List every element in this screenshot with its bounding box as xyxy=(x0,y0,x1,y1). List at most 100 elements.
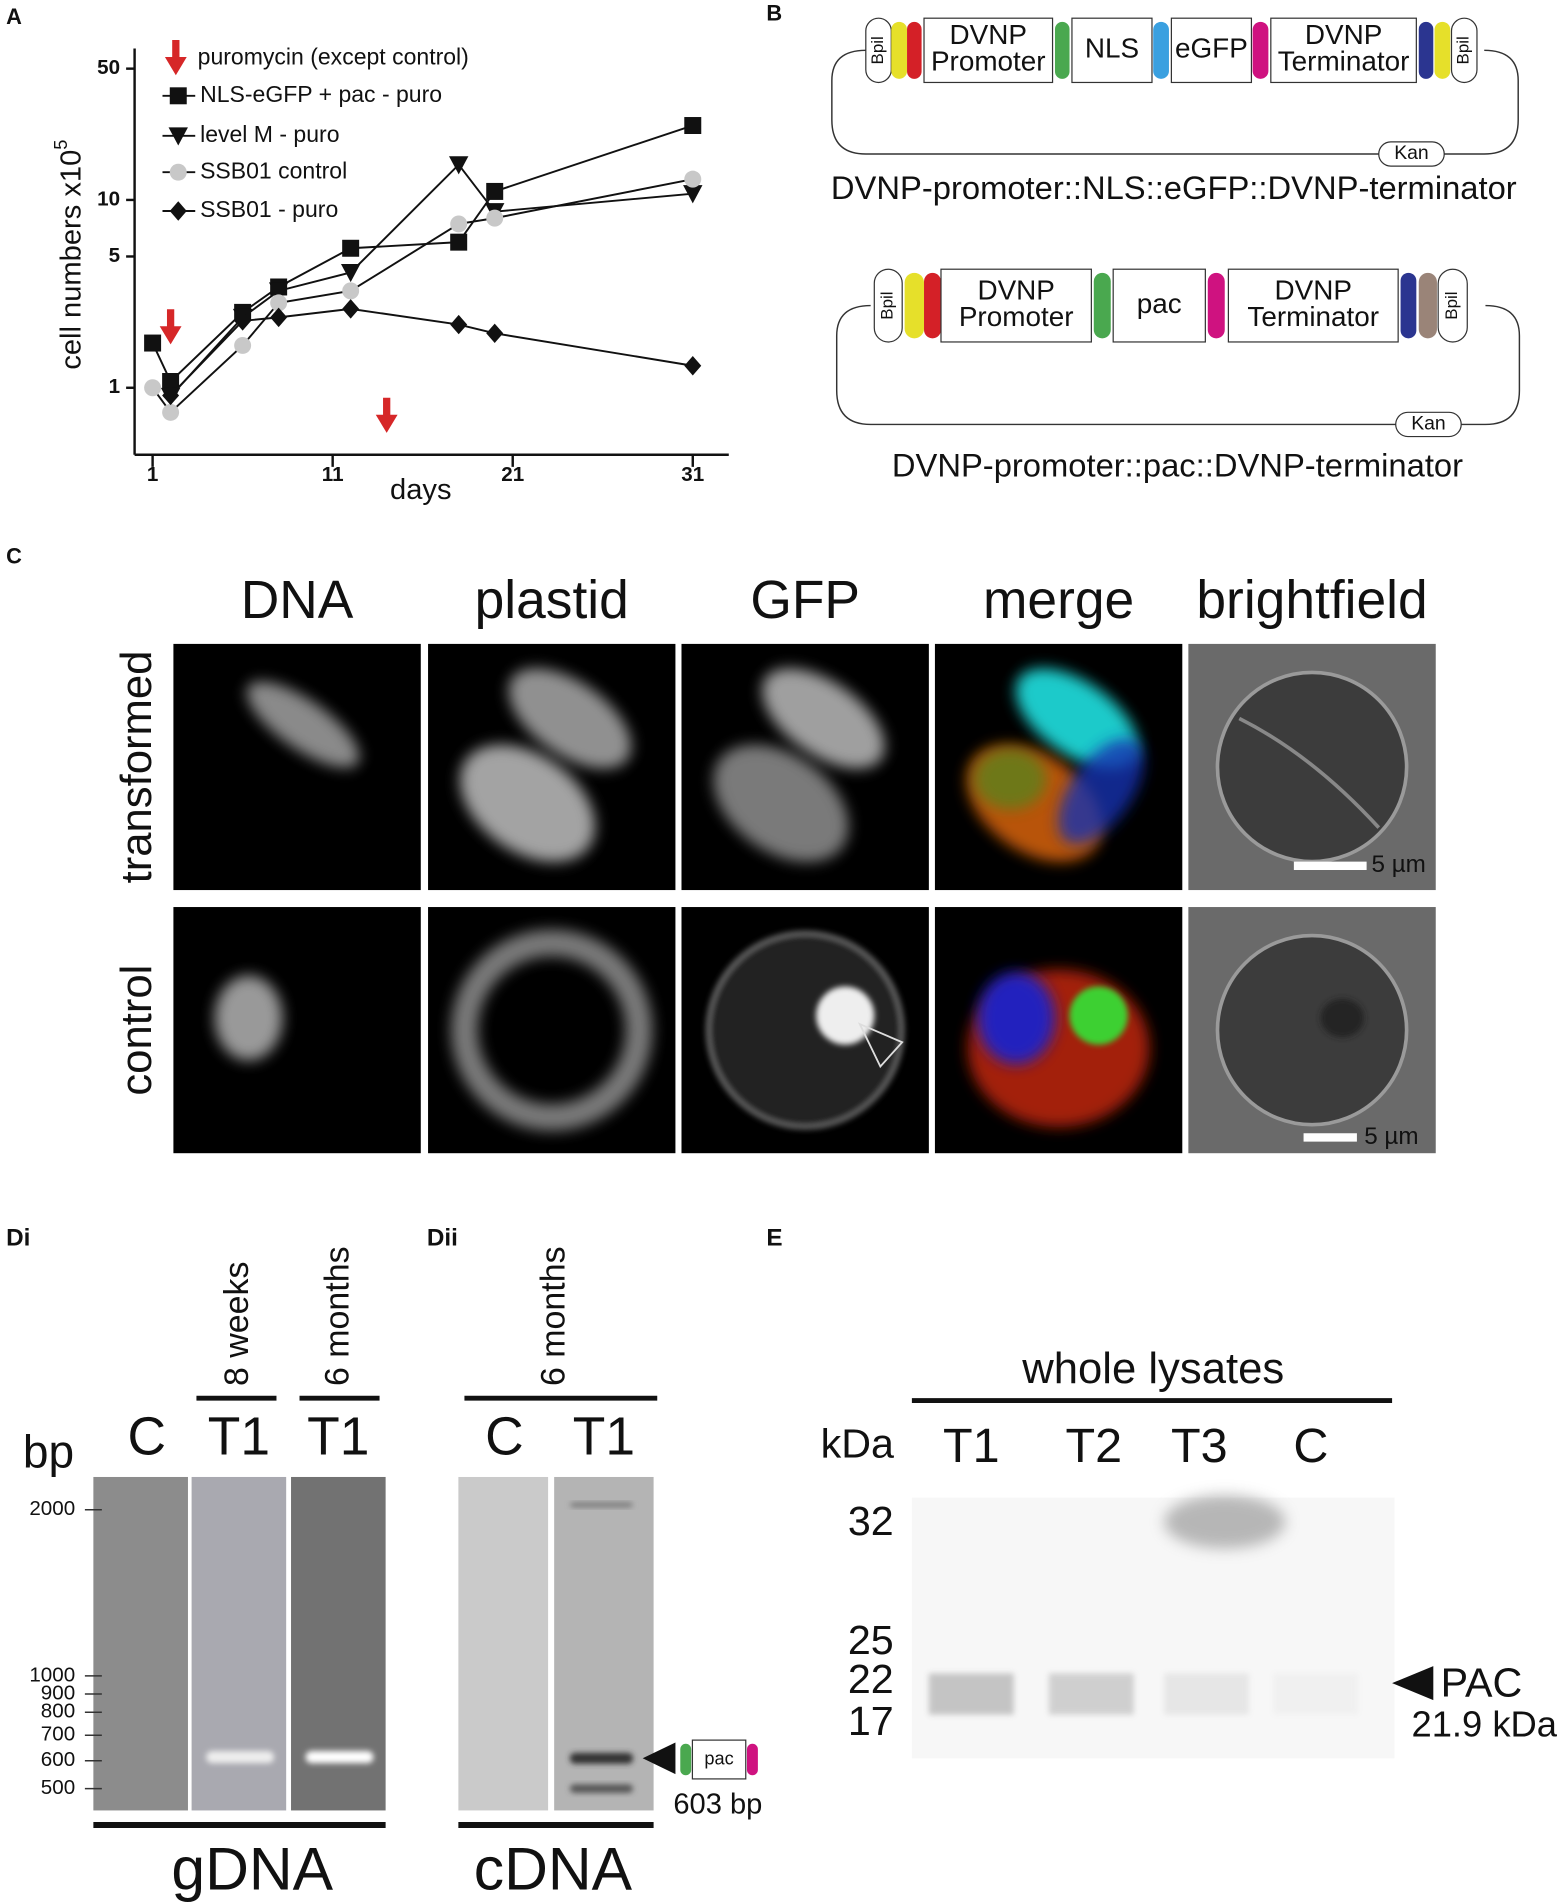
data-point xyxy=(162,403,180,421)
image-feature xyxy=(977,971,1055,1065)
data-point xyxy=(144,379,162,397)
legend-label: NLS-eGFP + pac - puro xyxy=(200,81,442,107)
overhang xyxy=(1153,21,1169,79)
plasmid-backbone xyxy=(831,49,1519,155)
data-point xyxy=(684,170,702,188)
puromycin-arrow xyxy=(375,397,398,433)
lane-label: T3 xyxy=(1171,1419,1228,1473)
image-feature xyxy=(1069,986,1128,1045)
panel-label: E xyxy=(766,1225,782,1252)
data-point xyxy=(342,299,360,319)
legend-marker xyxy=(169,163,187,181)
data-point xyxy=(268,282,289,301)
gel-band xyxy=(569,1784,633,1793)
column-header: plastid xyxy=(475,571,629,630)
lane-label: T1 xyxy=(943,1419,1000,1473)
data-point xyxy=(486,323,504,343)
overhang xyxy=(1418,21,1434,79)
part-box xyxy=(940,268,1092,343)
part-label: DVNP Terminator xyxy=(1278,19,1410,76)
sample-label: gDNA xyxy=(171,1835,333,1902)
data-point xyxy=(340,263,361,283)
construct-caption: DVNP-promoter::NLS::eGFP::DVNP-terminato… xyxy=(831,169,1517,206)
image-feature xyxy=(713,744,849,863)
bpil-site xyxy=(873,268,903,343)
image-feature xyxy=(1015,668,1139,769)
y-tick-label: 5 xyxy=(109,244,120,267)
unit-label: bp xyxy=(23,1425,74,1477)
part-label: DVNP Promoter xyxy=(931,19,1046,76)
data-point xyxy=(450,314,468,335)
x-tick-label: 1 xyxy=(147,463,158,486)
data-point xyxy=(448,156,469,175)
panel-label: Di xyxy=(6,1225,30,1252)
kan-marker xyxy=(1378,141,1445,167)
data-point xyxy=(270,307,288,328)
y-tick-label: 50 xyxy=(97,56,120,79)
bpil-label: Bpil xyxy=(868,36,887,64)
panel-label: Dii xyxy=(427,1225,458,1252)
data-point xyxy=(342,282,360,300)
lane-group-label: 6 months xyxy=(534,1246,572,1386)
row-label: control xyxy=(112,965,161,1096)
overhang xyxy=(907,21,922,79)
image-feature xyxy=(816,986,875,1045)
ladder-label: 2000 xyxy=(29,1497,75,1520)
column-header: GFP xyxy=(750,571,860,630)
cell-outline xyxy=(1215,933,1409,1127)
part-box xyxy=(923,17,1054,84)
construct-caption: DVNP-promoter::pac::DVNP-terminator xyxy=(892,447,1463,484)
product-size: 603 bp xyxy=(673,1788,762,1820)
image-feature xyxy=(1320,998,1365,1038)
gel-band xyxy=(569,1752,633,1764)
mw-label: 22 xyxy=(848,1656,894,1702)
y-axis-label-exponent: 5 xyxy=(51,140,71,150)
data-point xyxy=(450,233,468,251)
data-point xyxy=(450,215,468,233)
image-feature xyxy=(214,975,283,1061)
part-box xyxy=(691,1739,747,1780)
ladder-label: 1000 xyxy=(29,1663,75,1686)
x-tick-label: 31 xyxy=(681,463,704,486)
blot-band xyxy=(1048,1673,1134,1715)
data-point xyxy=(234,336,252,354)
part-box xyxy=(1227,268,1399,343)
legend-marker xyxy=(169,87,187,105)
part-box xyxy=(1270,17,1417,84)
y-tick-label: 10 xyxy=(97,187,120,210)
unit-label: kDa xyxy=(821,1421,894,1467)
lane-label: T1 xyxy=(208,1408,270,1467)
overhang xyxy=(891,21,908,79)
lane-label: C xyxy=(485,1408,524,1467)
image-feature xyxy=(1164,1495,1286,1549)
part-label: DVNP Terminator xyxy=(1247,275,1379,332)
blot-band xyxy=(928,1673,1014,1715)
data-point xyxy=(684,117,702,135)
image-feature xyxy=(246,681,360,768)
cell-ring xyxy=(705,930,905,1130)
mw-label: 25 xyxy=(848,1617,894,1663)
legend-marker xyxy=(168,127,188,146)
bpil-label: Bpil xyxy=(1454,36,1473,64)
gel-lane xyxy=(93,1476,188,1811)
blot xyxy=(911,1497,1395,1759)
overhang xyxy=(1054,21,1070,79)
overhang xyxy=(1252,21,1269,79)
overhang xyxy=(1400,272,1417,339)
micrograph xyxy=(173,907,421,1154)
gel-band xyxy=(206,1751,275,1764)
legend-arrow xyxy=(164,40,187,76)
ladder-label: 800 xyxy=(41,1700,75,1723)
part-label: DVNP Promoter xyxy=(959,275,1074,332)
lane-label: T1 xyxy=(573,1408,635,1467)
band-arrow xyxy=(642,1742,676,1775)
part-box xyxy=(1071,17,1153,84)
overhang xyxy=(1093,272,1111,339)
y-tick-label: 1 xyxy=(109,375,120,398)
data-point xyxy=(162,372,180,390)
kan-marker xyxy=(1395,411,1462,438)
image-feature xyxy=(459,744,596,863)
panel-label: A xyxy=(6,4,22,29)
scale-bar-label: 5 µm xyxy=(1364,1123,1418,1150)
